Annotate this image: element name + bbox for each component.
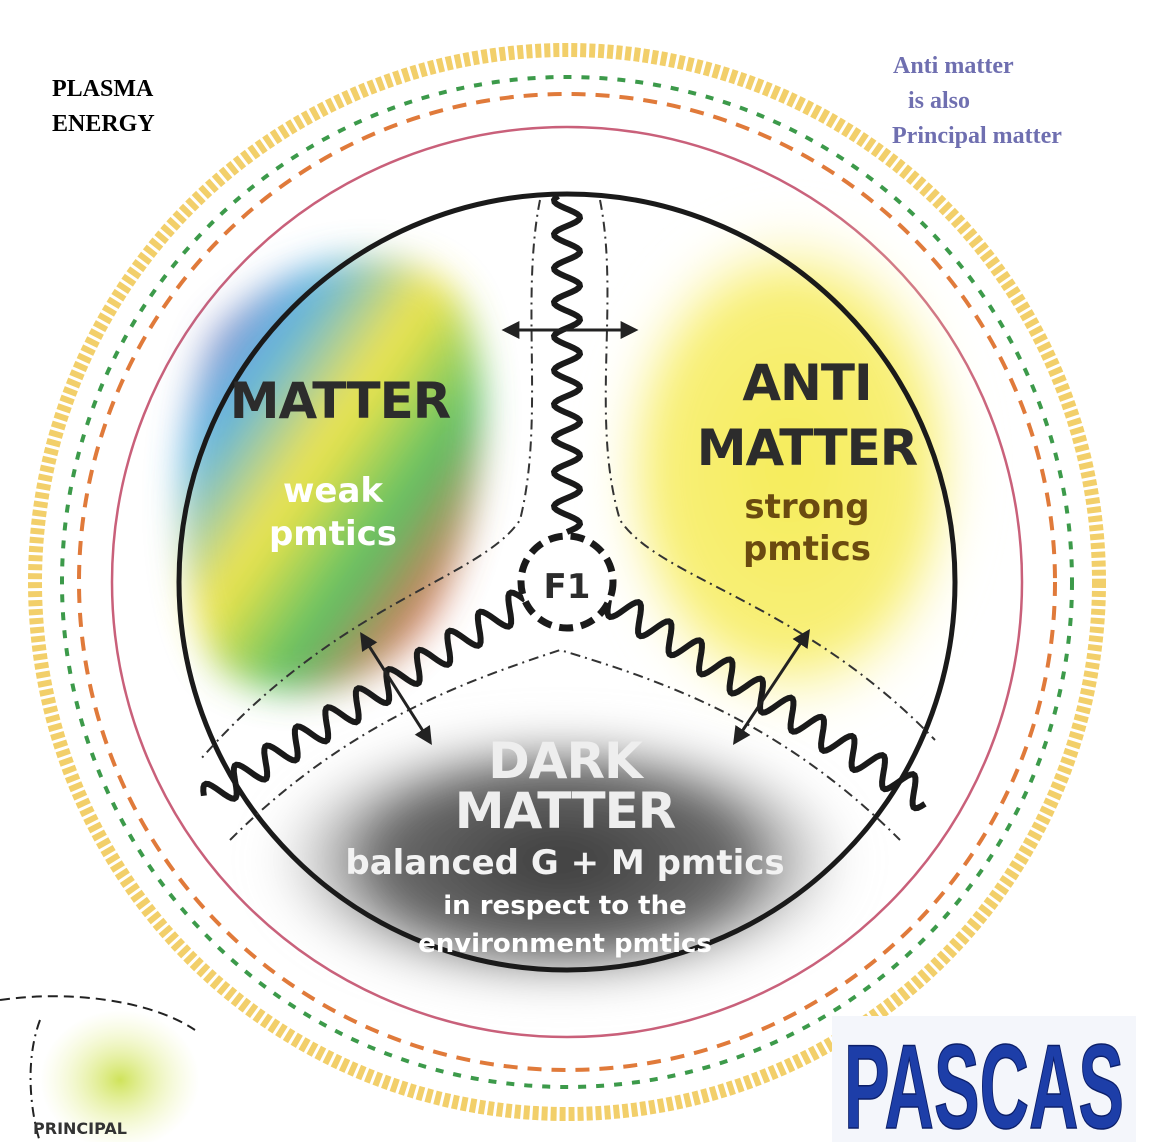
region-sub: weak	[283, 471, 384, 511]
region-note: in respect to the	[443, 891, 686, 921]
region-note: environment pmtics	[418, 929, 712, 959]
plasma-label: PLASMA	[52, 76, 154, 102]
diagram: F1 MATTER weak pmtics ANTI MATTER strong…	[0, 0, 1160, 1142]
region-title: ANTI	[742, 354, 871, 412]
plasma-label: ENERGY	[52, 111, 155, 137]
region-title: MATTER	[230, 372, 451, 430]
center-label: F1	[544, 567, 591, 607]
logo: PASCAS	[844, 1020, 1124, 1142]
region-title: MATTER	[455, 782, 676, 840]
anti-note: is also	[908, 88, 970, 114]
region-sub: pmtics	[269, 514, 397, 554]
region-sub: strong	[744, 487, 869, 527]
region-sub: pmtics	[743, 529, 871, 569]
anti-note: Anti matter	[893, 53, 1014, 79]
wave	[554, 196, 580, 532]
inset-label: PRINCIPAL	[33, 1119, 127, 1138]
anti-note: Principal matter	[892, 123, 1062, 149]
region-title: MATTER	[697, 419, 918, 477]
region-sub: balanced G + M pmtics	[345, 843, 784, 883]
